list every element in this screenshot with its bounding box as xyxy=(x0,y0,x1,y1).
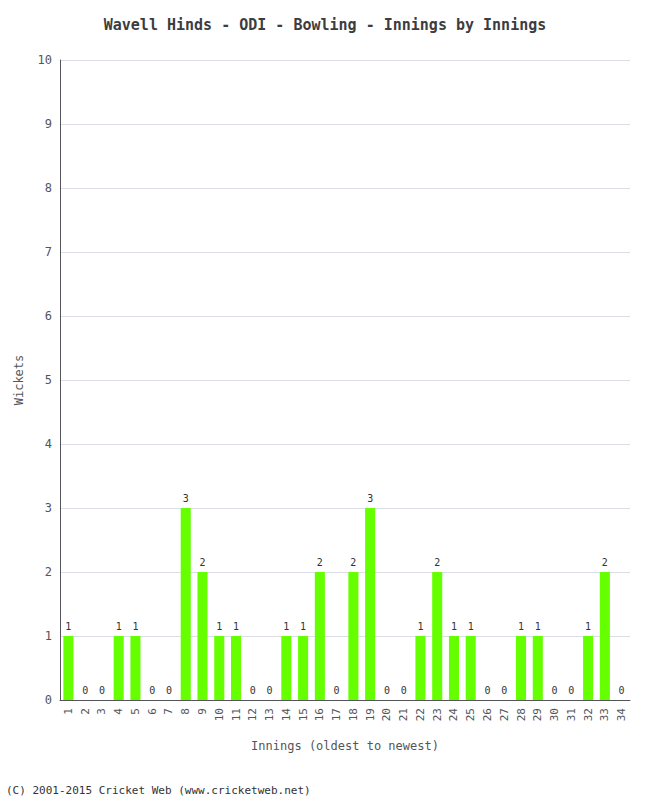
svg-text:0: 0 xyxy=(149,685,155,696)
svg-text:4: 4 xyxy=(112,708,125,715)
svg-text:22: 22 xyxy=(414,708,427,721)
svg-text:11: 11 xyxy=(230,708,243,721)
svg-text:1: 1 xyxy=(132,621,138,632)
svg-text:2: 2 xyxy=(79,708,92,715)
svg-text:0: 0 xyxy=(484,685,490,696)
svg-text:1: 1 xyxy=(283,621,289,632)
svg-text:25: 25 xyxy=(464,708,477,721)
svg-text:26: 26 xyxy=(481,708,494,721)
svg-text:24: 24 xyxy=(447,708,460,722)
svg-text:0: 0 xyxy=(568,685,574,696)
svg-text:28: 28 xyxy=(515,708,528,721)
svg-text:0: 0 xyxy=(384,685,390,696)
svg-text:13: 13 xyxy=(263,708,276,721)
svg-text:1: 1 xyxy=(468,621,474,632)
svg-text:17: 17 xyxy=(330,708,343,721)
svg-text:23: 23 xyxy=(431,708,444,721)
svg-text:31: 31 xyxy=(565,708,578,721)
svg-text:32: 32 xyxy=(582,708,595,721)
svg-text:21: 21 xyxy=(397,708,410,721)
svg-text:2: 2 xyxy=(199,557,205,568)
svg-text:1: 1 xyxy=(451,621,457,632)
svg-text:3: 3 xyxy=(45,501,52,515)
svg-text:19: 19 xyxy=(364,708,377,721)
svg-text:12: 12 xyxy=(246,708,259,721)
svg-text:5: 5 xyxy=(129,708,142,715)
svg-text:7: 7 xyxy=(162,708,175,715)
svg-text:0: 0 xyxy=(501,685,507,696)
svg-text:0: 0 xyxy=(619,685,625,696)
svg-text:0: 0 xyxy=(82,685,88,696)
svg-text:1: 1 xyxy=(65,621,71,632)
svg-text:1: 1 xyxy=(116,621,122,632)
svg-text:Wickets: Wickets xyxy=(12,355,26,406)
svg-text:3: 3 xyxy=(95,708,108,715)
svg-text:30: 30 xyxy=(548,708,561,721)
svg-text:0: 0 xyxy=(401,685,407,696)
svg-text:0: 0 xyxy=(334,685,340,696)
svg-text:1: 1 xyxy=(300,621,306,632)
svg-text:9: 9 xyxy=(45,117,52,131)
svg-text:33: 33 xyxy=(598,708,611,721)
svg-text:(C) 2001-2015 Cricket Web (www: (C) 2001-2015 Cricket Web (www.cricketwe… xyxy=(6,784,311,797)
svg-text:8: 8 xyxy=(45,181,52,195)
svg-text:1: 1 xyxy=(417,621,423,632)
svg-text:5: 5 xyxy=(45,373,52,387)
svg-text:2: 2 xyxy=(602,557,608,568)
svg-text:9: 9 xyxy=(196,708,209,715)
svg-text:3: 3 xyxy=(367,493,373,504)
svg-text:1: 1 xyxy=(62,708,75,715)
svg-text:4: 4 xyxy=(45,437,52,451)
svg-text:1: 1 xyxy=(216,621,222,632)
svg-text:16: 16 xyxy=(313,708,326,721)
svg-text:1: 1 xyxy=(233,621,239,632)
svg-text:0: 0 xyxy=(45,693,52,707)
svg-text:Wavell Hinds - ODI - Bowling -: Wavell Hinds - ODI - Bowling - Innings b… xyxy=(104,16,547,34)
svg-text:3: 3 xyxy=(183,493,189,504)
svg-text:34: 34 xyxy=(615,708,628,722)
svg-text:1: 1 xyxy=(535,621,541,632)
svg-text:8: 8 xyxy=(179,708,192,715)
svg-text:Innings (oldest to newest): Innings (oldest to newest) xyxy=(251,739,439,753)
svg-text:6: 6 xyxy=(146,708,159,715)
svg-text:10: 10 xyxy=(38,53,52,67)
svg-text:1: 1 xyxy=(585,621,591,632)
svg-text:0: 0 xyxy=(99,685,105,696)
svg-text:6: 6 xyxy=(45,309,52,323)
svg-text:2: 2 xyxy=(350,557,356,568)
svg-text:2: 2 xyxy=(317,557,323,568)
svg-text:10: 10 xyxy=(213,708,226,721)
svg-text:14: 14 xyxy=(280,708,293,722)
svg-text:1: 1 xyxy=(518,621,524,632)
svg-text:1: 1 xyxy=(45,629,52,643)
svg-text:0: 0 xyxy=(552,685,558,696)
svg-text:0: 0 xyxy=(250,685,256,696)
svg-text:18: 18 xyxy=(347,708,360,721)
svg-text:2: 2 xyxy=(434,557,440,568)
svg-text:0: 0 xyxy=(166,685,172,696)
svg-text:20: 20 xyxy=(380,708,393,721)
svg-text:2: 2 xyxy=(45,565,52,579)
svg-text:0: 0 xyxy=(267,685,273,696)
svg-text:7: 7 xyxy=(45,245,52,259)
svg-text:27: 27 xyxy=(498,708,511,721)
svg-text:29: 29 xyxy=(531,708,544,721)
svg-text:15: 15 xyxy=(297,708,310,721)
